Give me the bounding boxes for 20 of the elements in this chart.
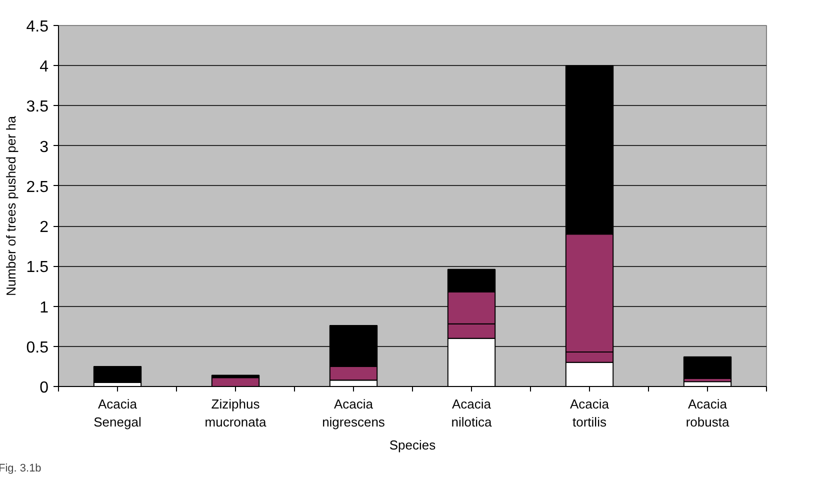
y-tick-label: 2 — [40, 219, 49, 236]
y-tick-label: 0 — [40, 380, 49, 396]
y-tick-label: 0.5 — [26, 339, 49, 356]
y-tick-label: 1 — [40, 299, 49, 316]
x-axis-title: Species — [389, 438, 436, 452]
y-tick-label: 2.5 — [26, 178, 49, 196]
bar — [683, 356, 732, 379]
bar — [93, 366, 142, 383]
x-tick-label: Acacia nilotica — [451, 396, 493, 430]
x-tick-label: Acacia nigrescens — [322, 396, 386, 430]
x-tick-label: Acacia tortilis — [570, 396, 610, 430]
y-tick-label: 4.5 — [26, 18, 49, 36]
y-tick-label: 3 — [40, 138, 49, 156]
y-tick-label: 3.5 — [26, 98, 49, 116]
x-tick-label: Acacia Senegal — [94, 396, 142, 430]
y-tick-label: 1.5 — [26, 259, 49, 276]
x-tick-label: Acacia robusta — [686, 396, 730, 430]
y-tick-label: 4 — [40, 58, 49, 76]
x-tick-label: Ziziphus mucronata — [204, 396, 267, 430]
y-axis-title: Number of trees pushed per ha — [3, 115, 18, 296]
